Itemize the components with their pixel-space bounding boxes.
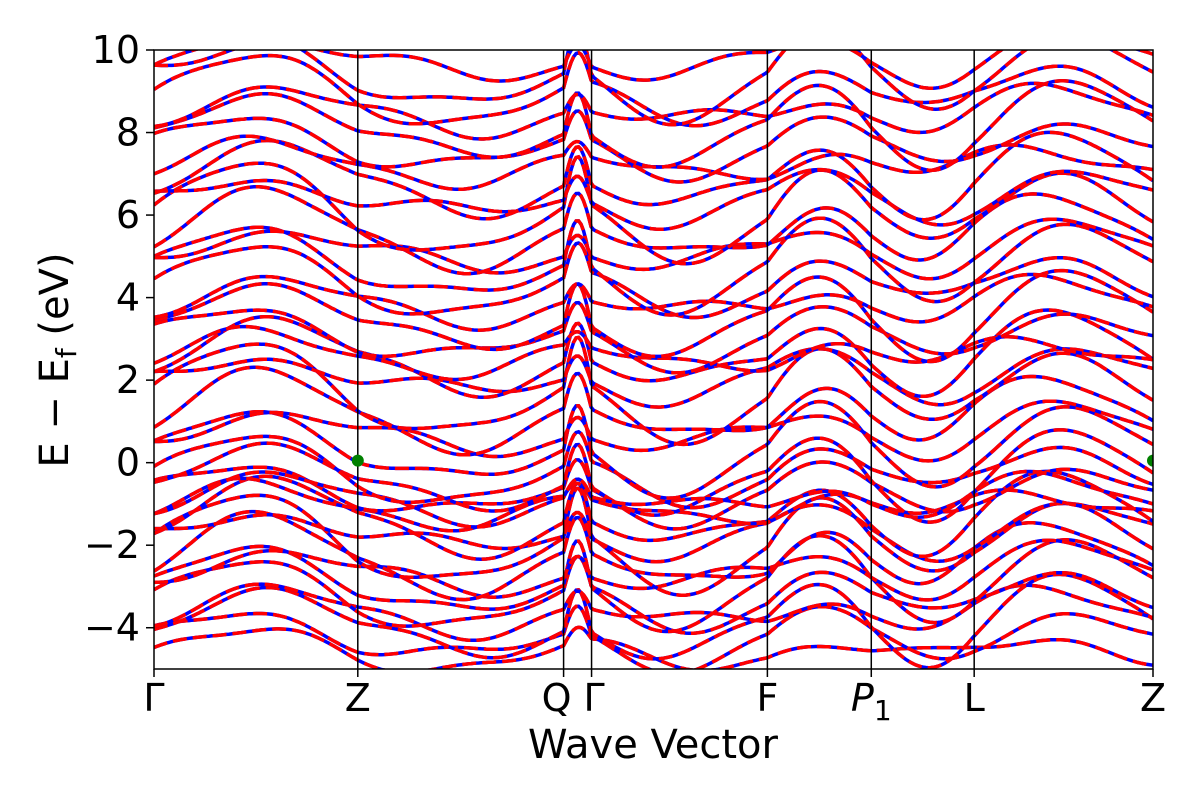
band-line-red bbox=[154, 167, 1153, 231]
y-tick-label: 6 bbox=[116, 193, 140, 237]
band-markers bbox=[351, 454, 1153, 467]
bands-group bbox=[154, 50, 1153, 669]
band-line-red bbox=[154, 335, 1153, 447]
band-line-red bbox=[154, 241, 1153, 320]
band-marker bbox=[351, 454, 364, 467]
band-line-red bbox=[154, 81, 1153, 141]
band-line-red bbox=[154, 79, 1153, 172]
band-line-red bbox=[154, 501, 1153, 564]
high-symmetry-lines bbox=[357, 50, 975, 669]
band-line-red bbox=[154, 109, 1153, 184]
y-axis-title-unit: (eV) bbox=[32, 252, 78, 348]
band-line-red bbox=[154, 554, 1153, 636]
band-line-red bbox=[154, 185, 1153, 276]
y-tick-label: −4 bbox=[84, 606, 140, 650]
y-tick-label: 4 bbox=[116, 276, 140, 320]
x-tick-label: Z bbox=[1140, 676, 1166, 720]
band-line-red bbox=[154, 50, 1153, 127]
band-line-red bbox=[154, 533, 1153, 634]
band-line-red bbox=[154, 399, 1153, 463]
band-line-red bbox=[154, 308, 1153, 400]
band-line-red bbox=[154, 217, 1153, 281]
x-tick-label: L bbox=[964, 676, 985, 720]
band-marker bbox=[1147, 454, 1153, 467]
y-tick-label: 10 bbox=[92, 28, 140, 72]
x-tick-label: Q bbox=[542, 676, 572, 720]
y-tick-label: 0 bbox=[116, 441, 140, 485]
band-line-red bbox=[154, 272, 1153, 332]
x-tick-label: Z bbox=[345, 676, 371, 720]
band-line-red bbox=[154, 324, 1153, 382]
band-line-red bbox=[154, 346, 1153, 409]
band-line-red bbox=[154, 469, 1153, 561]
x-tick-label: P1 bbox=[851, 676, 892, 727]
band-line-red bbox=[154, 458, 1153, 531]
band-line-red bbox=[154, 469, 1153, 529]
x-tick-label: Γ bbox=[143, 676, 164, 720]
x-tick-label: F bbox=[756, 676, 778, 720]
band-line-red bbox=[154, 268, 1153, 364]
band-line-blue bbox=[154, 572, 1153, 669]
y-axis: −4 −2 0 2 4 6 8 10 bbox=[84, 28, 154, 650]
x-axis-title: Wave Vector bbox=[528, 722, 779, 768]
y-axis-title-sub: f bbox=[50, 347, 83, 358]
y-axis-title: E − Ef (eV) bbox=[32, 252, 83, 467]
band-line-red bbox=[154, 300, 1153, 375]
y-tick-label: 2 bbox=[116, 358, 140, 402]
band-line-red bbox=[154, 604, 1153, 669]
y-tick-label: −2 bbox=[84, 523, 140, 567]
plot-frame bbox=[153, 49, 1154, 670]
band-line-red bbox=[154, 216, 1153, 317]
band-line-red bbox=[154, 476, 1153, 533]
band-line-red bbox=[154, 50, 1153, 128]
y-tick-label: 8 bbox=[116, 111, 140, 155]
band-line-red bbox=[154, 399, 1153, 500]
x-axis: Γ Z Q Γ F P1 L Z bbox=[143, 669, 1166, 727]
x-tick-label: Γ bbox=[584, 676, 605, 720]
y-axis-title-main: E − E bbox=[32, 358, 78, 468]
band-line-red bbox=[154, 428, 1153, 524]
band-line-red bbox=[154, 134, 1153, 192]
